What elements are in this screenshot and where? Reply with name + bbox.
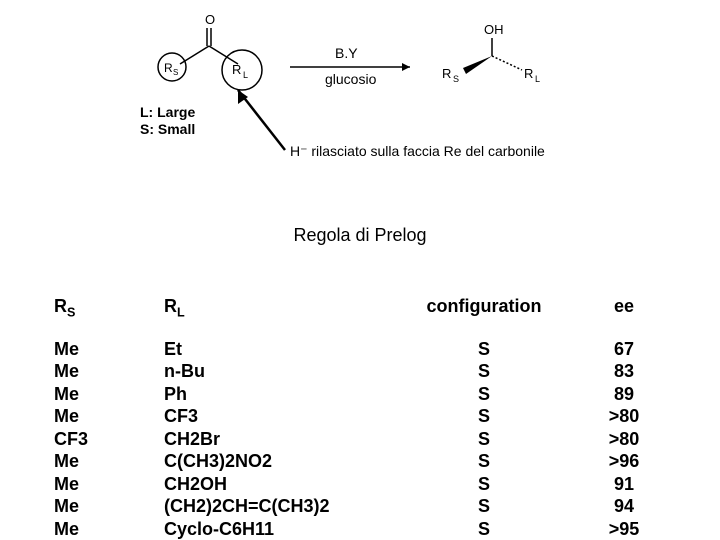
svg-text:L: L bbox=[243, 70, 248, 80]
cell-rs: Me bbox=[54, 473, 164, 496]
svg-text:R: R bbox=[524, 66, 533, 81]
cell-rs: CF3 bbox=[54, 428, 164, 451]
table-row: Me Ph S 89 bbox=[54, 383, 674, 406]
svg-text:R: R bbox=[232, 62, 241, 77]
svg-text:L: L bbox=[535, 74, 540, 84]
cell-rs: Me bbox=[54, 338, 164, 361]
cell-config: S bbox=[384, 450, 584, 473]
header-config: configuration bbox=[384, 296, 584, 320]
cell-rl: Cyclo-C6H11 bbox=[164, 518, 384, 540]
legend-s: S: Small bbox=[140, 121, 195, 137]
cell-config: S bbox=[384, 360, 584, 383]
cell-rl: CF3 bbox=[164, 405, 384, 428]
cell-rl: Et bbox=[164, 338, 384, 361]
cell-config: S bbox=[384, 518, 584, 540]
cell-config: S bbox=[384, 338, 584, 361]
table-header: RS RL configuration ee bbox=[54, 296, 674, 320]
cell-rs: Me bbox=[54, 360, 164, 383]
cell-ee: >95 bbox=[584, 518, 664, 540]
cell-rs: Me bbox=[54, 405, 164, 428]
cell-config: S bbox=[384, 495, 584, 518]
svg-text:R: R bbox=[164, 61, 173, 75]
cell-ee: 83 bbox=[584, 360, 664, 383]
cell-rl: C(CH3)2NO2 bbox=[164, 450, 384, 473]
label-o: O bbox=[205, 12, 215, 27]
prelog-table: RS RL configuration ee Me Et S 67 Me n-B… bbox=[54, 296, 674, 540]
arrow-bottom-label: glucosio bbox=[325, 71, 377, 87]
label-oh: OH bbox=[484, 22, 504, 37]
legend-l: L: Large bbox=[140, 104, 195, 120]
reaction-diagram: O R S R L L: Large S: Small B.Y glucosio… bbox=[130, 12, 590, 182]
cell-ee: 91 bbox=[584, 473, 664, 496]
table-row: Me (CH2)2CH=C(CH3)2 S 94 bbox=[54, 495, 674, 518]
h-minus-label: H⁻ rilasciato sulla faccia Re del carbon… bbox=[290, 143, 545, 159]
cell-ee: 67 bbox=[584, 338, 664, 361]
cell-ee: >96 bbox=[584, 450, 664, 473]
cell-rl: CH2OH bbox=[164, 473, 384, 496]
cell-ee: >80 bbox=[584, 428, 664, 451]
cell-ee: 89 bbox=[584, 383, 664, 406]
header-rl: RL bbox=[164, 296, 384, 320]
arrow-top-label: B.Y bbox=[335, 45, 358, 61]
table-row: Me n-Bu S 83 bbox=[54, 360, 674, 383]
cell-rl: CH2Br bbox=[164, 428, 384, 451]
table-row: Me CH2OH S 91 bbox=[54, 473, 674, 496]
cell-rs: Me bbox=[54, 495, 164, 518]
svg-text:S: S bbox=[173, 68, 178, 77]
svg-text:R: R bbox=[442, 66, 451, 81]
cell-rs: Me bbox=[54, 518, 164, 540]
table-row: Me Et S 67 bbox=[54, 338, 674, 361]
cell-rl: Ph bbox=[164, 383, 384, 406]
cell-config: S bbox=[384, 473, 584, 496]
cell-config: S bbox=[384, 428, 584, 451]
table-row: Me C(CH3)2NO2 S >96 bbox=[54, 450, 674, 473]
cell-rs: Me bbox=[54, 383, 164, 406]
page-title: Regola di Prelog bbox=[0, 225, 720, 246]
cell-rs: Me bbox=[54, 450, 164, 473]
cell-rl: n-Bu bbox=[164, 360, 384, 383]
header-ee: ee bbox=[584, 296, 664, 320]
svg-text:S: S bbox=[453, 74, 459, 84]
table-row: CF3 CH2Br S >80 bbox=[54, 428, 674, 451]
header-rs: RS bbox=[54, 296, 164, 320]
cell-rl: (CH2)2CH=C(CH3)2 bbox=[164, 495, 384, 518]
cell-config: S bbox=[384, 383, 584, 406]
table-row: Me CF3 S >80 bbox=[54, 405, 674, 428]
cell-ee: >80 bbox=[584, 405, 664, 428]
cell-config: S bbox=[384, 405, 584, 428]
cell-ee: 94 bbox=[584, 495, 664, 518]
table-row: Me Cyclo-C6H11 S >95 bbox=[54, 518, 674, 540]
